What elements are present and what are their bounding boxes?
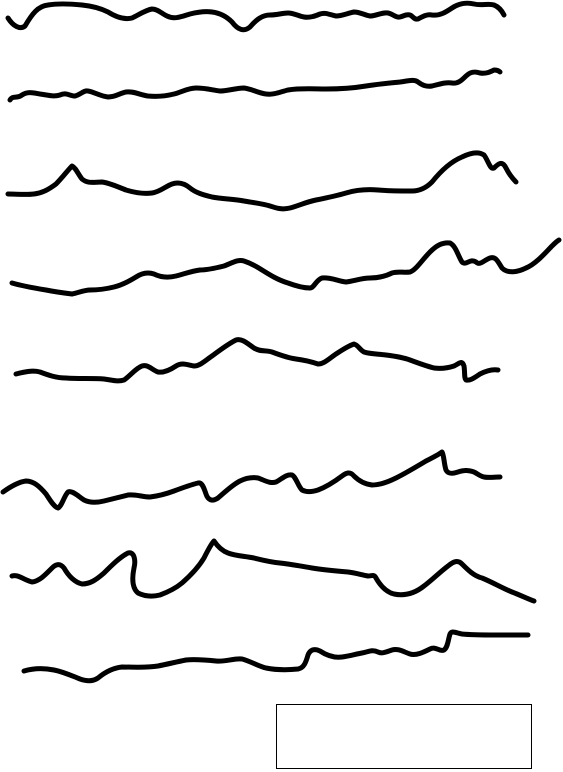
squiggle-line-6 <box>0 449 503 511</box>
squiggle-line-3 <box>5 150 519 212</box>
squiggle-line-1 <box>5 0 507 33</box>
squiggle-line-8 <box>21 629 531 684</box>
squiggle-line-4 <box>9 237 562 297</box>
squiggle-line-2 <box>7 67 503 103</box>
empty-answer-box <box>276 704 532 769</box>
squiggle-line-7 <box>9 538 537 604</box>
squiggle-line-5 <box>13 337 501 384</box>
